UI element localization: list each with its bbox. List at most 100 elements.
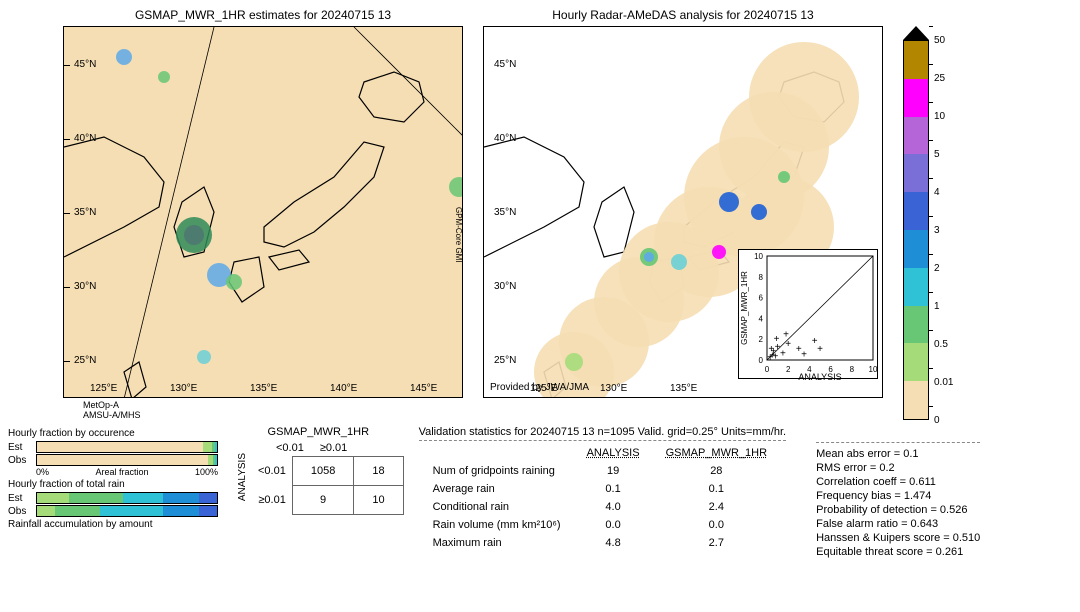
svg-text:2: 2 bbox=[786, 365, 791, 374]
svg-text:ANALYSIS: ANALYSIS bbox=[798, 372, 841, 380]
left-map-box: GPM-Core GMI45°N40°N35°N30°N25°N125°E130… bbox=[63, 26, 463, 398]
val-cell: 2.4 bbox=[654, 499, 779, 515]
scatter-inset: ++++++++++++++00224466881010ANALYSISGSMA… bbox=[738, 249, 878, 379]
ct-cell: 18 bbox=[354, 457, 403, 486]
bar-row-label: Obs bbox=[8, 455, 36, 466]
val-cell: 0.1 bbox=[654, 481, 779, 497]
ct-cell: 1058 bbox=[292, 457, 353, 486]
lat-tick: 30°N bbox=[494, 281, 516, 292]
stats-section: Validation statistics for 20240715 13 n=… bbox=[419, 426, 1072, 559]
val-cell: 28 bbox=[654, 463, 779, 479]
contingency-table: GSMAP_MWR_1HR ANALYSIS <0.01 ≥0.01 <0.01… bbox=[233, 426, 404, 559]
axis-mid: Areal fraction bbox=[95, 467, 148, 477]
colorbar-label: 0.5 bbox=[934, 339, 948, 350]
colorbar-label: 10 bbox=[934, 111, 945, 122]
lat-tick: 25°N bbox=[494, 355, 516, 366]
lat-tick: 35°N bbox=[494, 207, 516, 218]
svg-text:+: + bbox=[801, 349, 807, 360]
svg-text:2: 2 bbox=[759, 335, 764, 344]
score-line: Hanssen & Kuipers score = 0.510 bbox=[816, 531, 980, 545]
bar-row-label: Est bbox=[8, 442, 36, 453]
svg-text:0: 0 bbox=[765, 365, 770, 374]
colorbar-label: 1 bbox=[934, 301, 940, 312]
bar-row-label: Obs bbox=[8, 506, 36, 517]
colorbar-label: 3 bbox=[934, 225, 940, 236]
lon-tick: 135°E bbox=[250, 383, 277, 394]
lon-tick: 130°E bbox=[170, 383, 197, 394]
score-line: Correlation coeff = 0.611 bbox=[816, 475, 980, 489]
lon-tick: 135°E bbox=[670, 383, 697, 394]
val-row-label: Num of gridpoints raining bbox=[421, 463, 573, 479]
val-row-label: Conditional rain bbox=[421, 499, 573, 515]
colorbar-seg bbox=[904, 343, 928, 381]
provider-label: Provided by JWA/JMA bbox=[490, 382, 589, 393]
ct-colh-1: ≥0.01 bbox=[312, 440, 355, 456]
colorbar-seg bbox=[904, 192, 928, 230]
totalrain-title: Hourly fraction of total rain bbox=[8, 479, 218, 490]
svg-text:+: + bbox=[783, 330, 789, 341]
val-cell: 2.7 bbox=[654, 535, 779, 551]
colorbar-label: 5 bbox=[934, 149, 940, 160]
sat-label-2: AMSU-A/MHS bbox=[83, 410, 463, 420]
colorbar-label: 0.01 bbox=[934, 377, 953, 388]
colorbar-seg bbox=[904, 79, 928, 117]
val-row-label: Rain volume (mm km²10⁶) bbox=[421, 517, 573, 533]
right-map-panel: Hourly Radar-AMeDAS analysis for 2024071… bbox=[483, 8, 883, 420]
val-colh-1: GSMAP_MWR_1HR bbox=[654, 445, 779, 461]
svg-text:0: 0 bbox=[759, 356, 764, 365]
lat-tick: 35°N bbox=[74, 207, 96, 218]
svg-text:6: 6 bbox=[759, 294, 764, 303]
right-map-box: 45°N40°N35°N30°N25°N125°E130°E135°EProvi… bbox=[483, 26, 883, 398]
bar-track bbox=[36, 505, 218, 517]
svg-text:8: 8 bbox=[850, 365, 855, 374]
svg-text:+: + bbox=[780, 348, 786, 359]
bar-track bbox=[36, 454, 218, 466]
ct-colh-0: <0.01 bbox=[268, 440, 312, 456]
colorbar-label: 50 bbox=[934, 35, 945, 46]
svg-text:+: + bbox=[817, 344, 823, 355]
val-cell: 4.8 bbox=[575, 535, 652, 551]
val-cell: 0.0 bbox=[654, 517, 779, 533]
svg-text:+: + bbox=[770, 346, 776, 357]
lon-tick: 140°E bbox=[330, 383, 357, 394]
colorbar-seg bbox=[904, 117, 928, 155]
val-cell: 19 bbox=[575, 463, 652, 479]
score-line: RMS error = 0.2 bbox=[816, 461, 980, 475]
lon-tick: 125°E bbox=[90, 383, 117, 394]
svg-text:4: 4 bbox=[759, 314, 764, 323]
lon-tick: 130°E bbox=[600, 383, 627, 394]
lat-tick: 25°N bbox=[74, 355, 96, 366]
ct-row-title: ANALYSIS bbox=[233, 453, 252, 501]
score-line: Frequency bias = 1.474 bbox=[816, 489, 980, 503]
ct-cell: 10 bbox=[354, 486, 403, 515]
lat-tick: 30°N bbox=[74, 281, 96, 292]
lat-tick: 45°N bbox=[494, 59, 516, 70]
val-row-label: Average rain bbox=[421, 481, 573, 497]
score-line: Equitable threat score = 0.261 bbox=[816, 545, 980, 559]
ct-rowh-blank bbox=[252, 440, 268, 456]
colorbar-label: 0 bbox=[934, 415, 940, 426]
score-line: Probability of detection = 0.526 bbox=[816, 503, 980, 517]
colorbar-seg bbox=[904, 381, 928, 419]
svg-text:+: + bbox=[774, 334, 780, 345]
axis-0: 0% bbox=[36, 467, 49, 477]
val-cell: 0.0 bbox=[575, 517, 652, 533]
ct-col-title: GSMAP_MWR_1HR bbox=[268, 426, 369, 438]
right-map-title: Hourly Radar-AMeDAS analysis for 2024071… bbox=[483, 8, 883, 22]
colorbar-seg bbox=[904, 306, 928, 344]
score-line: False alarm ratio = 0.643 bbox=[816, 517, 980, 531]
left-map-panel: GSMAP_MWR_1HR estimates for 20240715 13 … bbox=[63, 8, 463, 420]
val-colh-0: ANALYSIS bbox=[575, 445, 652, 461]
colorbar-seg bbox=[904, 154, 928, 192]
val-cell: 4.0 bbox=[575, 499, 652, 515]
colorbar-label: 25 bbox=[934, 73, 945, 84]
left-map-title: GSMAP_MWR_1HR estimates for 20240715 13 bbox=[63, 8, 463, 22]
lat-tick: 40°N bbox=[74, 133, 96, 144]
ct-row-header: <0.01 bbox=[252, 457, 292, 486]
score-line: Mean abs error = 0.1 bbox=[816, 447, 980, 461]
svg-text:GSMAP_MWR_1HR: GSMAP_MWR_1HR bbox=[740, 271, 749, 345]
lat-tick: 40°N bbox=[494, 133, 516, 144]
svg-text:GPM-Core GMI: GPM-Core GMI bbox=[454, 207, 463, 263]
validation-title: Validation statistics for 20240715 13 n=… bbox=[419, 426, 787, 438]
occurrence-title: Hourly fraction by occurence bbox=[8, 428, 218, 439]
